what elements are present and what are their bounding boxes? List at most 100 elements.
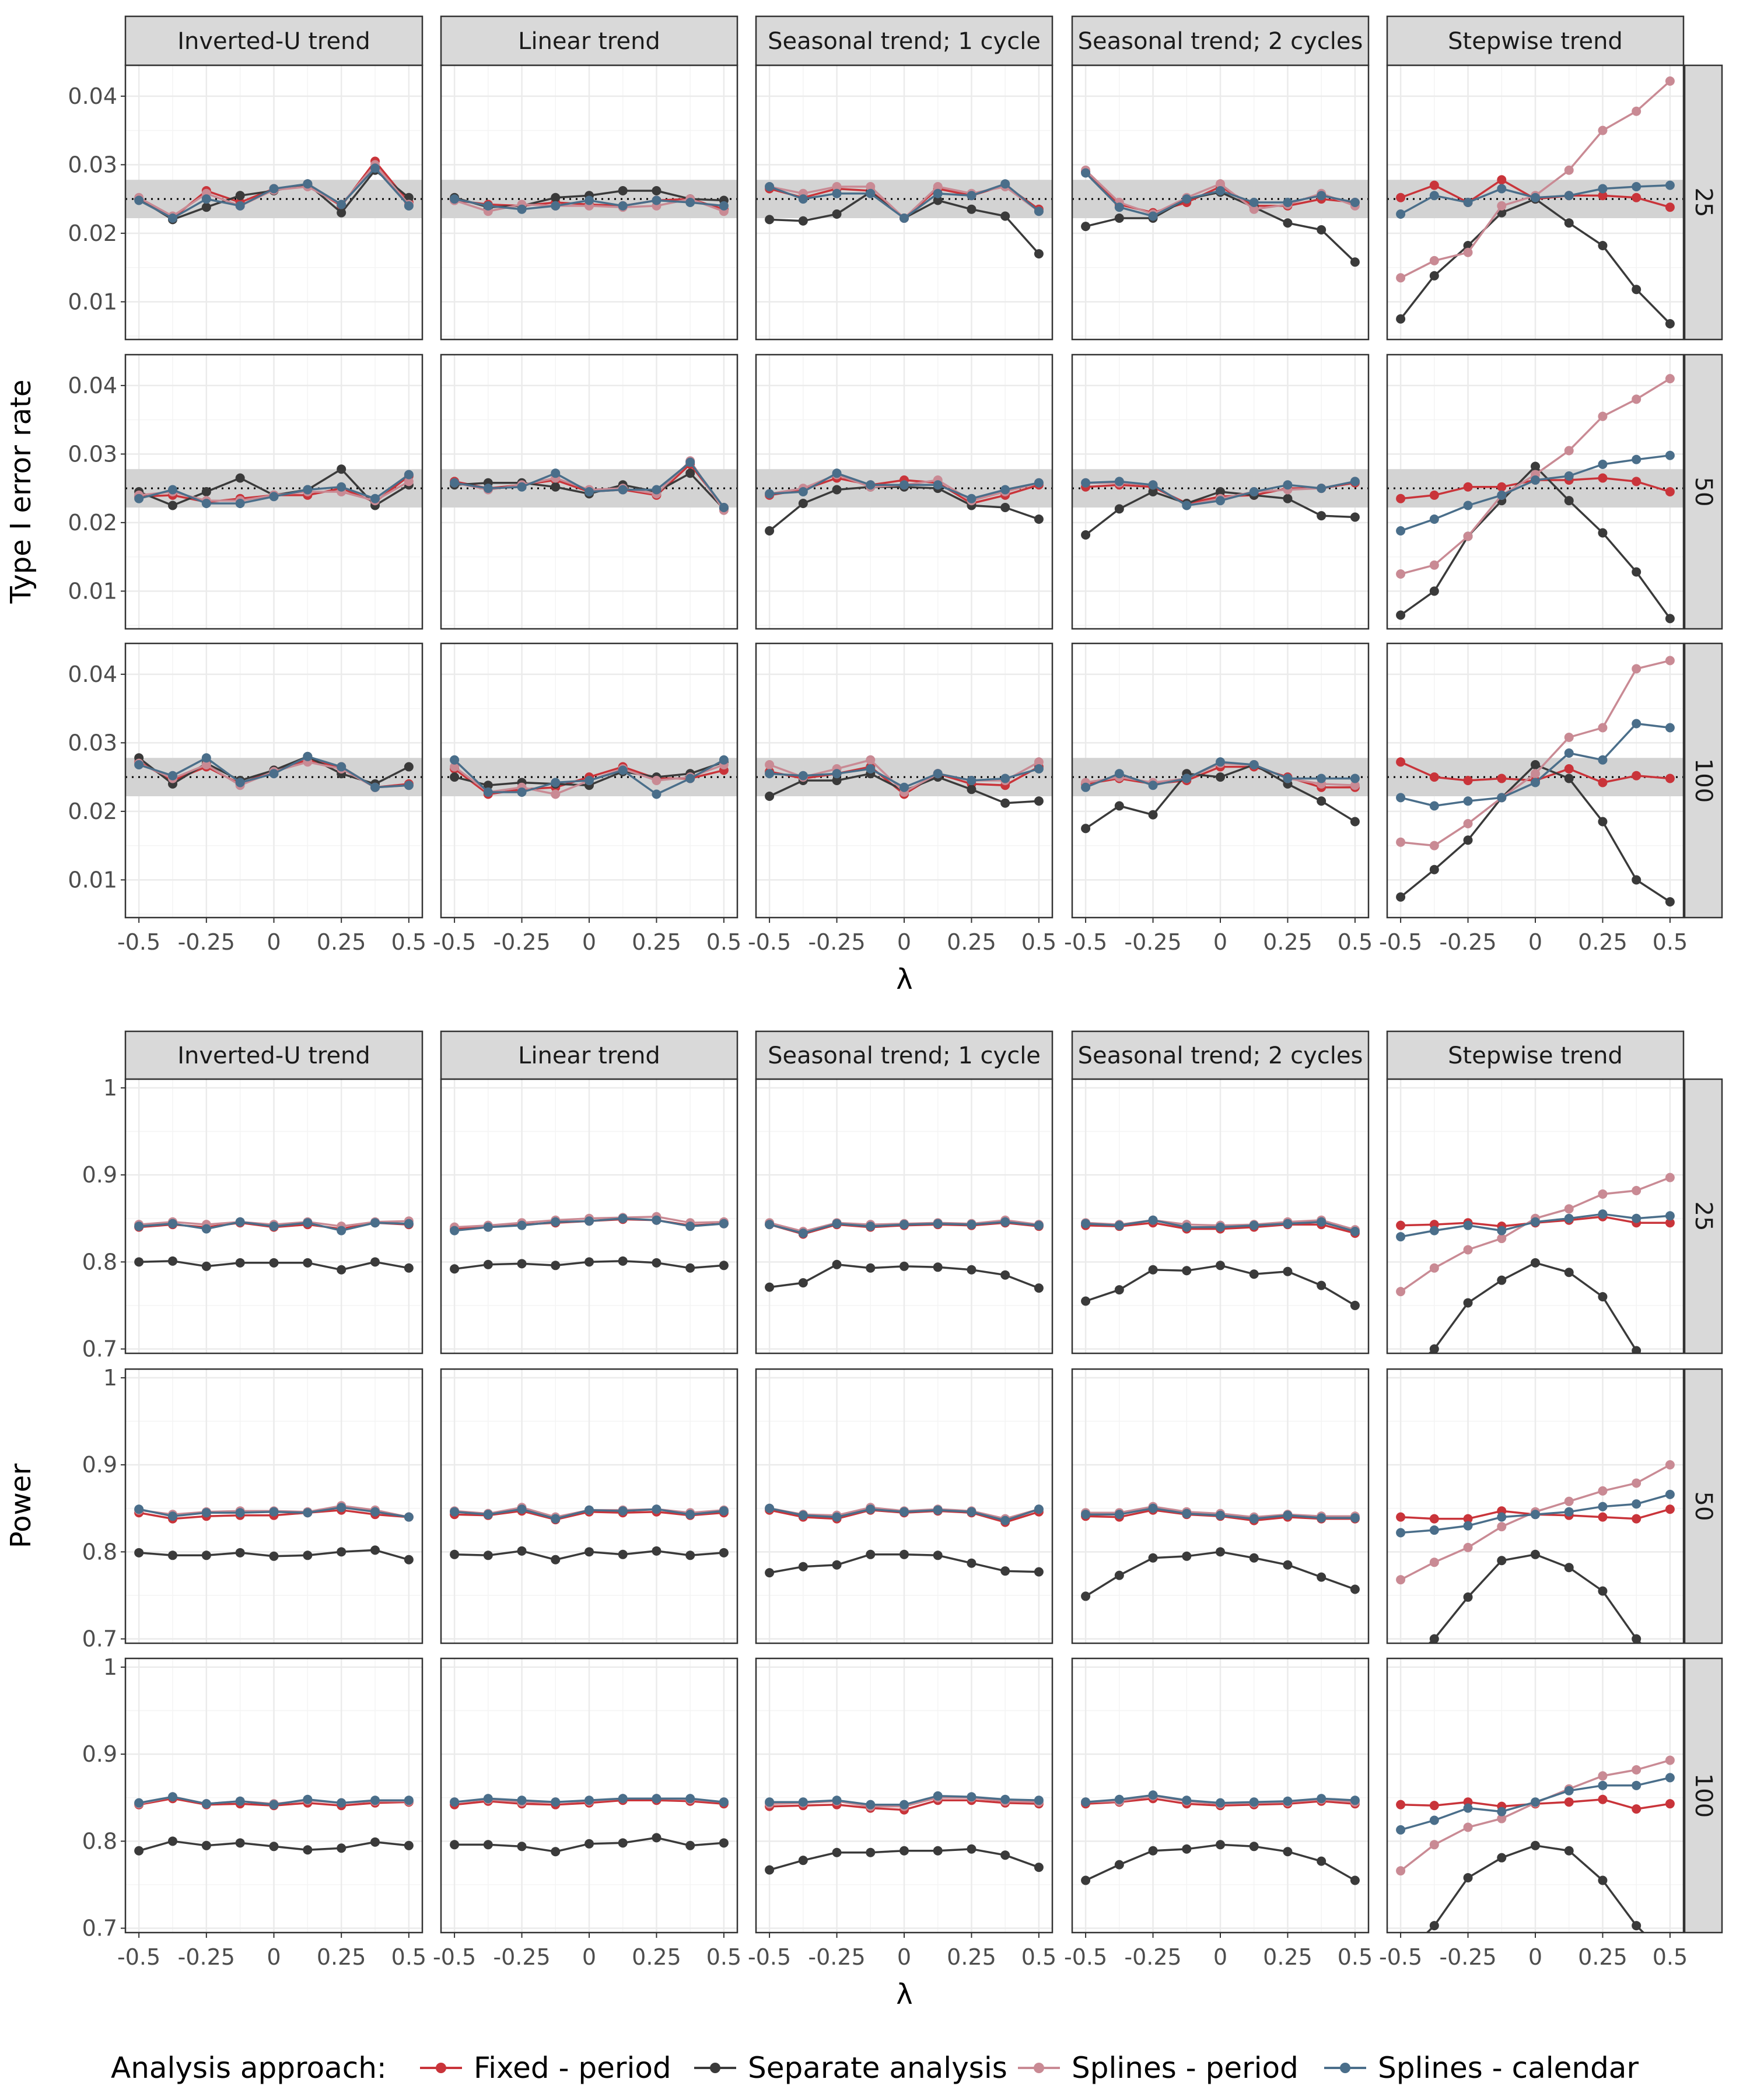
- x-tick-label: 0.5: [1338, 929, 1373, 955]
- panel: [755, 64, 1054, 341]
- series-group: [765, 179, 1044, 259]
- data-point: [832, 209, 842, 219]
- x-tick-label: 0.5: [391, 1944, 426, 1970]
- data-point: [866, 1504, 876, 1514]
- data-point: [1598, 1794, 1608, 1804]
- data-point: [1564, 1507, 1574, 1517]
- data-point: [404, 1512, 414, 1522]
- panel-border: [124, 354, 424, 630]
- data-point: [1429, 256, 1439, 265]
- panel: [124, 1078, 424, 1354]
- data-point: [1396, 192, 1406, 202]
- data-point: [798, 1562, 808, 1572]
- x-tick-label: 0.5: [706, 929, 741, 955]
- data-point: [483, 1259, 493, 1269]
- data-point: [303, 1794, 313, 1804]
- data-point: [1396, 1232, 1406, 1242]
- data-point: [1598, 184, 1608, 194]
- data-point: [1531, 1797, 1540, 1807]
- data-point: [719, 1548, 729, 1558]
- data-point: [1632, 1634, 1642, 1643]
- data-point: [1463, 1803, 1473, 1813]
- data-point: [303, 1550, 313, 1560]
- data-point: [1350, 257, 1360, 267]
- panel: -0.5 -0.25 0 0.25 0.5: [433, 642, 741, 955]
- data-point: [1283, 1560, 1293, 1570]
- data-point: [337, 1843, 346, 1853]
- data-point: [1000, 503, 1010, 513]
- data-point: [1396, 1866, 1406, 1876]
- x-tick-label: 0.25: [1263, 929, 1312, 955]
- data-point: [1114, 202, 1124, 212]
- data-point: [517, 1842, 527, 1852]
- data-point: [1249, 1842, 1259, 1852]
- y-tick-label: 0.8: [82, 1539, 117, 1564]
- series-group: [1081, 477, 1360, 540]
- data-point: [685, 198, 695, 207]
- panel: [755, 1368, 1054, 1644]
- x-tick-label: -0.5: [1064, 1944, 1107, 1970]
- data-point: [450, 478, 460, 488]
- data-point: [967, 1507, 977, 1517]
- x-tick-label: 0.5: [1021, 929, 1056, 955]
- data-point: [1396, 1512, 1406, 1522]
- data-point: [1632, 875, 1642, 885]
- data-point: [584, 1257, 594, 1267]
- data-point: [832, 776, 842, 785]
- data-point: [685, 1222, 695, 1231]
- data-point: [1665, 76, 1675, 86]
- y-tick-label: 1: [103, 1075, 117, 1101]
- data-point: [1564, 1213, 1574, 1223]
- data-point: [1665, 656, 1675, 666]
- data-point: [1632, 192, 1642, 202]
- series-group: [1081, 1215, 1360, 1310]
- data-point: [1396, 1800, 1406, 1810]
- data-point: [370, 782, 380, 792]
- data-point: [1429, 1514, 1439, 1524]
- x-tick-label: 0: [1213, 1944, 1227, 1970]
- data-point: [1598, 528, 1608, 538]
- data-point: [1114, 1860, 1124, 1870]
- data-point: [1350, 1875, 1360, 1885]
- data-point: [1283, 1510, 1293, 1520]
- row-strip-label: 100: [1690, 758, 1717, 803]
- data-point: [1665, 1172, 1675, 1182]
- data-point: [1182, 1222, 1192, 1232]
- data-point: [1632, 1921, 1642, 1931]
- data-point: [1665, 202, 1675, 212]
- data-point: [1396, 1825, 1406, 1835]
- row-strip-label: 50: [1690, 1492, 1717, 1521]
- data-point: [404, 1555, 414, 1564]
- data-point: [201, 487, 211, 496]
- legend-item-label: Splines - calendar: [1378, 2051, 1639, 2085]
- series-group: [134, 751, 414, 792]
- data-point: [1182, 194, 1192, 204]
- facet-strip: [124, 1030, 424, 1080]
- data-point: [1463, 1592, 1473, 1602]
- series-group: [765, 1791, 1044, 1875]
- data-point: [1665, 318, 1675, 328]
- x-tick-label: 0: [897, 929, 911, 955]
- panel: [124, 64, 424, 341]
- data-point: [1317, 484, 1326, 494]
- data-point: [798, 216, 808, 226]
- data-point: [337, 1226, 346, 1236]
- data-point: [1598, 1586, 1608, 1596]
- data-point: [517, 482, 527, 492]
- chart-2: Inverted-U trend Linear trend Seasonal tre…: [5, 1030, 1723, 2011]
- x-tick-label: 0.5: [391, 929, 426, 955]
- data-point: [866, 480, 876, 490]
- data-point: [337, 762, 346, 772]
- panel-border: [440, 1078, 738, 1354]
- data-point: [1429, 1815, 1439, 1825]
- data-point: [1497, 1226, 1507, 1236]
- data-point: [967, 494, 977, 503]
- data-point: [201, 194, 211, 204]
- x-tick-label: -0.25: [1439, 929, 1496, 955]
- data-point: [719, 1261, 729, 1270]
- data-point: [167, 1792, 177, 1802]
- data-point: [685, 468, 695, 478]
- x-tick-label: 0.25: [632, 929, 681, 955]
- data-point: [1429, 1226, 1439, 1236]
- data-point: [1396, 1220, 1406, 1230]
